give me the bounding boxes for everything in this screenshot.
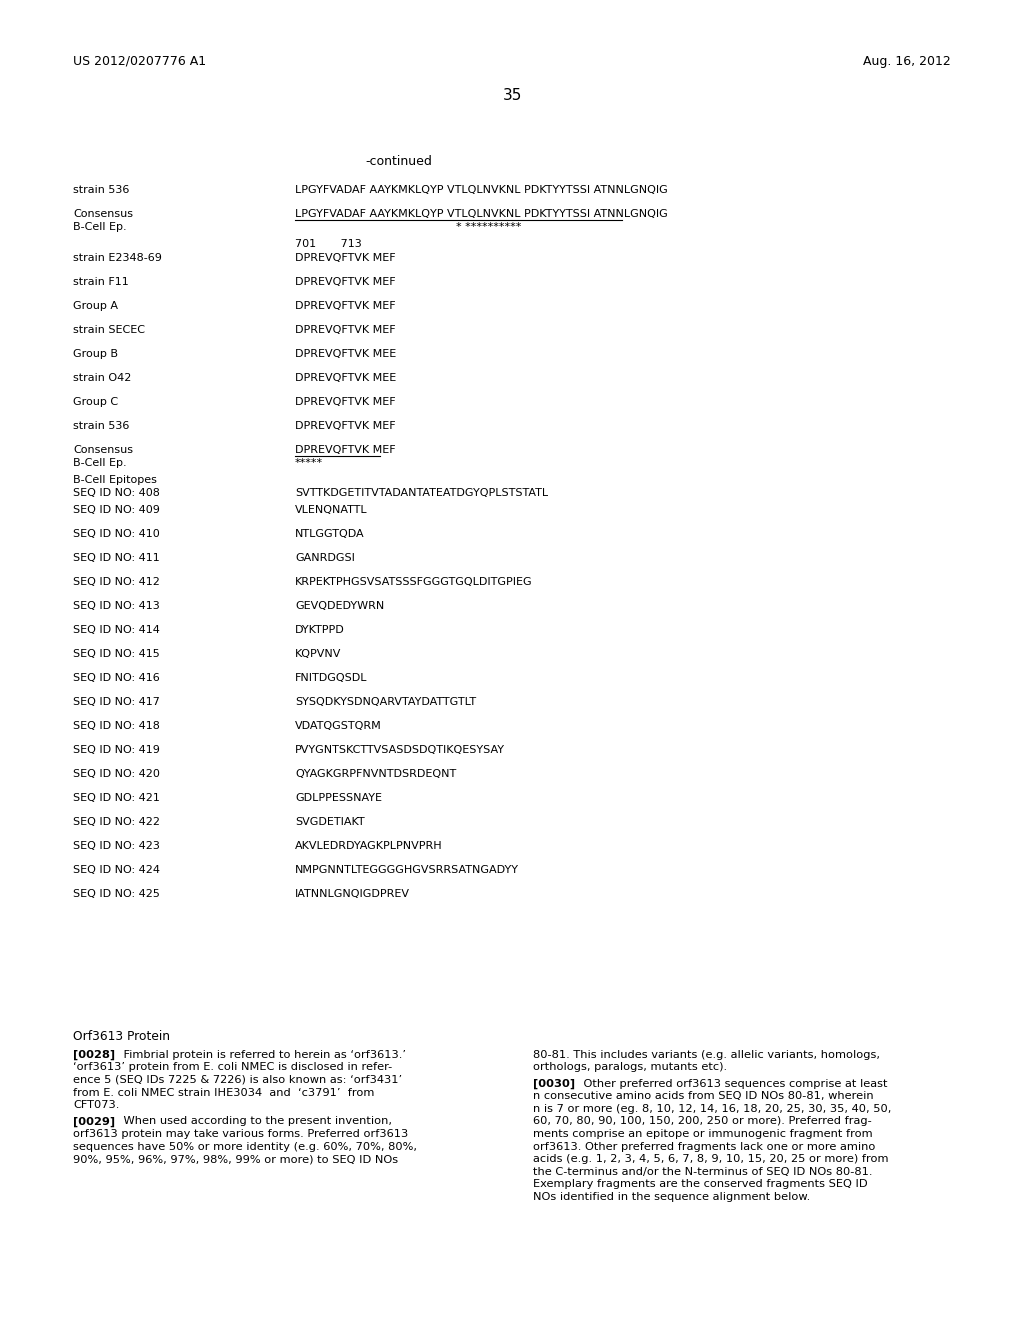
Text: B-Cell Ep.: B-Cell Ep.	[73, 458, 127, 469]
Text: VDATQGSTQRM: VDATQGSTQRM	[295, 721, 382, 731]
Text: GEVQDEDYWRN: GEVQDEDYWRN	[295, 601, 384, 611]
Text: DPREVQFTVK MEF: DPREVQFTVK MEF	[295, 301, 395, 312]
Text: Exemplary fragments are the conserved fragments SEQ ID: Exemplary fragments are the conserved fr…	[534, 1179, 867, 1189]
Text: sequences have 50% or more identity (e.g. 60%, 70%, 80%,: sequences have 50% or more identity (e.g…	[73, 1142, 417, 1151]
Text: from E. coli NMEC strain IHE3034  and  ‘c3791’  from: from E. coli NMEC strain IHE3034 and ‘c3…	[73, 1088, 375, 1097]
Text: AKVLEDRDYAGKPLPNVPRH: AKVLEDRDYAGKPLPNVPRH	[295, 841, 442, 851]
Text: SEQ ID NO: 425: SEQ ID NO: 425	[73, 888, 160, 899]
Text: -continued: -continued	[365, 154, 432, 168]
Text: SEQ ID NO: 413: SEQ ID NO: 413	[73, 601, 160, 611]
Text: SEQ ID NO: 422: SEQ ID NO: 422	[73, 817, 160, 828]
Text: Orf3613 Protein: Orf3613 Protein	[73, 1030, 170, 1043]
Text: DPREVQFTVK MEF: DPREVQFTVK MEF	[295, 277, 395, 286]
Text: orthologs, paralogs, mutants etc).: orthologs, paralogs, mutants etc).	[534, 1063, 727, 1072]
Text: orf3613. Other preferred fragments lack one or more amino: orf3613. Other preferred fragments lack …	[534, 1142, 876, 1151]
Text: strain 536: strain 536	[73, 421, 129, 432]
Text: NOs identified in the sequence alignment below.: NOs identified in the sequence alignment…	[534, 1192, 810, 1201]
Text: B-Cell Epitopes: B-Cell Epitopes	[73, 475, 157, 484]
Text: CFT073.: CFT073.	[73, 1100, 120, 1110]
Text: SEQ ID NO: 414: SEQ ID NO: 414	[73, 624, 160, 635]
Text: 90%, 95%, 96%, 97%, 98%, 99% or more) to SEQ ID NOs: 90%, 95%, 96%, 97%, 98%, 99% or more) to…	[73, 1154, 398, 1164]
Text: SEQ ID NO: 420: SEQ ID NO: 420	[73, 770, 160, 779]
Text: acids (e.g. 1, 2, 3, 4, 5, 6, 7, 8, 9, 10, 15, 20, 25 or more) from: acids (e.g. 1, 2, 3, 4, 5, 6, 7, 8, 9, 1…	[534, 1154, 889, 1164]
Text: SEQ ID NO: 417: SEQ ID NO: 417	[73, 697, 160, 708]
Text: 701       713: 701 713	[295, 239, 361, 249]
Text: When used according to the present invention,: When used according to the present inven…	[109, 1117, 392, 1126]
Text: strain F11: strain F11	[73, 277, 129, 286]
Text: orf3613 protein may take various forms. Preferred orf3613: orf3613 protein may take various forms. …	[73, 1129, 409, 1139]
Text: strain E2348-69: strain E2348-69	[73, 253, 162, 263]
Text: ence 5 (SEQ IDs 7225 & 7226) is also known as: ‘orf3431’: ence 5 (SEQ IDs 7225 & 7226) is also kno…	[73, 1074, 402, 1085]
Text: strain O42: strain O42	[73, 374, 131, 383]
Text: LPGYFVADAF AAYKMKLQYP VTLQLNVKNL PDKTYYTSSI ATNNLGNQIG: LPGYFVADAF AAYKMKLQYP VTLQLNVKNL PDKTYYT…	[295, 185, 668, 195]
Text: Other preferred orf3613 sequences comprise at least: Other preferred orf3613 sequences compri…	[569, 1078, 888, 1089]
Text: KRPEKTPHGSVSATSSSFGGGTGQLDITGPIEG: KRPEKTPHGSVSATSSSFGGGTGQLDITGPIEG	[295, 577, 532, 587]
Text: Consensus: Consensus	[73, 445, 133, 455]
Text: strain SECEC: strain SECEC	[73, 325, 145, 335]
Text: SEQ ID NO: 412: SEQ ID NO: 412	[73, 577, 160, 587]
Text: GANRDGSI: GANRDGSI	[295, 553, 355, 564]
Text: Fimbrial protein is referred to herein as ‘orf3613.’: Fimbrial protein is referred to herein a…	[109, 1049, 406, 1060]
Text: SEQ ID NO: 423: SEQ ID NO: 423	[73, 841, 160, 851]
Text: DPREVQFTVK MEF: DPREVQFTVK MEF	[295, 325, 395, 335]
Text: SEQ ID NO: 411: SEQ ID NO: 411	[73, 553, 160, 564]
Text: the C-terminus and/or the N-terminus of SEQ ID NOs 80-81.: the C-terminus and/or the N-terminus of …	[534, 1167, 872, 1176]
Text: [0030]: [0030]	[534, 1078, 575, 1089]
Text: [0028]: [0028]	[73, 1049, 115, 1060]
Text: DPREVQFTVK MEF: DPREVQFTVK MEF	[295, 253, 395, 263]
Text: US 2012/0207776 A1: US 2012/0207776 A1	[73, 55, 206, 69]
Text: SEQ ID NO: 416: SEQ ID NO: 416	[73, 673, 160, 682]
Text: * **********: * **********	[295, 222, 521, 232]
Text: PVYGNTSKCTTVSASDSDQTIKQESYSAY: PVYGNTSKCTTVSASDSDQTIKQESYSAY	[295, 744, 505, 755]
Text: SEQ ID NO: 424: SEQ ID NO: 424	[73, 865, 160, 875]
Text: Consensus: Consensus	[73, 209, 133, 219]
Text: strain 536: strain 536	[73, 185, 129, 195]
Text: NTLGGTQDA: NTLGGTQDA	[295, 529, 365, 539]
Text: DPREVQFTVK MEE: DPREVQFTVK MEE	[295, 374, 396, 383]
Text: SEQ ID NO: 408: SEQ ID NO: 408	[73, 488, 160, 498]
Text: ments comprise an epitope or immunogenic fragment from: ments comprise an epitope or immunogenic…	[534, 1129, 872, 1139]
Text: DYKTPPD: DYKTPPD	[295, 624, 345, 635]
Text: DPREVQFTVK MEF: DPREVQFTVK MEF	[295, 421, 395, 432]
Text: n is 7 or more (eg. 8, 10, 12, 14, 16, 18, 20, 25, 30, 35, 40, 50,: n is 7 or more (eg. 8, 10, 12, 14, 16, 1…	[534, 1104, 891, 1114]
Text: SEQ ID NO: 418: SEQ ID NO: 418	[73, 721, 160, 731]
Text: SVGDETIAKT: SVGDETIAKT	[295, 817, 365, 828]
Text: SEQ ID NO: 419: SEQ ID NO: 419	[73, 744, 160, 755]
Text: SEQ ID NO: 409: SEQ ID NO: 409	[73, 506, 160, 515]
Text: VLENQNATTL: VLENQNATTL	[295, 506, 368, 515]
Text: DPREVQFTVK MEF: DPREVQFTVK MEF	[295, 445, 395, 455]
Text: Group A: Group A	[73, 301, 118, 312]
Text: 80-81. This includes variants (e.g. allelic variants, homologs,: 80-81. This includes variants (e.g. alle…	[534, 1049, 880, 1060]
Text: DPREVQFTVK MEF: DPREVQFTVK MEF	[295, 397, 395, 407]
Text: QYAGKGRPFNVNTDSRDEQNT: QYAGKGRPFNVNTDSRDEQNT	[295, 770, 457, 779]
Text: *****: *****	[295, 458, 324, 469]
Text: Group B: Group B	[73, 348, 118, 359]
Text: ‘orf3613’ protein from E. coli NMEC is disclosed in refer-: ‘orf3613’ protein from E. coli NMEC is d…	[73, 1063, 392, 1072]
Text: GDLPPESSNAYE: GDLPPESSNAYE	[295, 793, 382, 803]
Text: SYSQDKYSDNQARVTAYDATTGTLT: SYSQDKYSDNQARVTAYDATTGTLT	[295, 697, 476, 708]
Text: B-Cell Ep.: B-Cell Ep.	[73, 222, 127, 232]
Text: [0029]: [0029]	[73, 1117, 115, 1127]
Text: SEQ ID NO: 410: SEQ ID NO: 410	[73, 529, 160, 539]
Text: KQPVNV: KQPVNV	[295, 649, 341, 659]
Text: Aug. 16, 2012: Aug. 16, 2012	[863, 55, 951, 69]
Text: 35: 35	[503, 88, 521, 103]
Text: SVTTKDGETITVTADANTATEATDGYQPLSTSTATL: SVTTKDGETITVTADANTATEATDGYQPLSTSTATL	[295, 488, 548, 498]
Text: LPGYFVADAF AAYKMKLQYP VTLQLNVKNL PDKTYYTSSI ATNNLGNQIG: LPGYFVADAF AAYKMKLQYP VTLQLNVKNL PDKTYYT…	[295, 209, 668, 219]
Text: NMPGNNTLTEGGGGHGVSRRSATNGADYY: NMPGNNTLTEGGGGHGVSRRSATNGADYY	[295, 865, 519, 875]
Text: SEQ ID NO: 421: SEQ ID NO: 421	[73, 793, 160, 803]
Text: IATNNLGNQIGDPREV: IATNNLGNQIGDPREV	[295, 888, 410, 899]
Text: FNITDGQSDL: FNITDGQSDL	[295, 673, 368, 682]
Text: n consecutive amino acids from SEQ ID NOs 80-81, wherein: n consecutive amino acids from SEQ ID NO…	[534, 1092, 873, 1101]
Text: SEQ ID NO: 415: SEQ ID NO: 415	[73, 649, 160, 659]
Text: DPREVQFTVK MEE: DPREVQFTVK MEE	[295, 348, 396, 359]
Text: Group C: Group C	[73, 397, 118, 407]
Text: 60, 70, 80, 90, 100, 150, 200, 250 or more). Preferred frag-: 60, 70, 80, 90, 100, 150, 200, 250 or mo…	[534, 1117, 871, 1126]
